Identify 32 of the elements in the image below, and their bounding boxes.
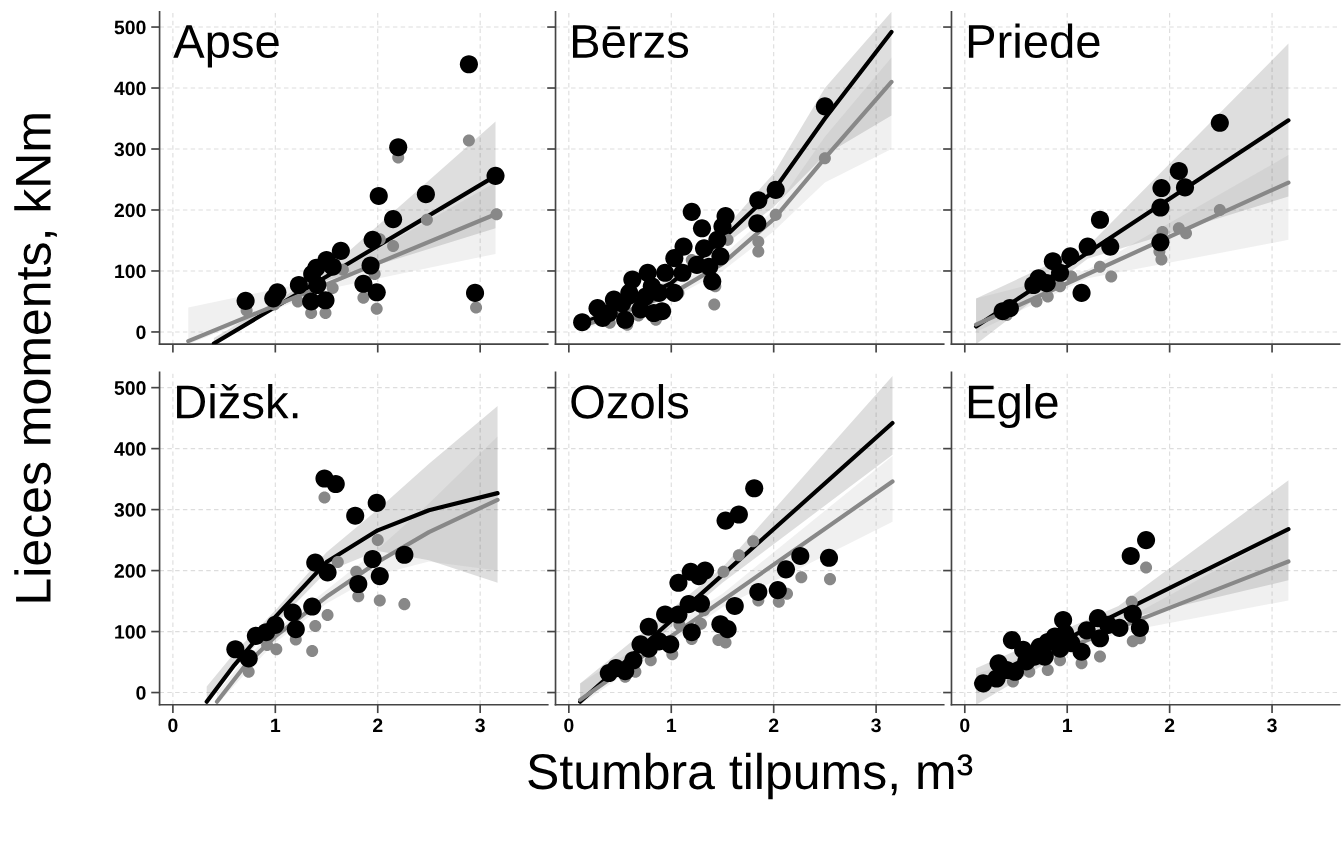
chart-title: Bērzs: [572, 25, 689, 59]
y-tick-label: 100: [115, 264, 146, 279]
chart-title: Egle: [968, 384, 1058, 429]
chart-title: Apse: [173, 25, 279, 68]
x-tick-label: 1: [271, 718, 281, 733]
x-tick-label: 2: [373, 718, 383, 733]
x-tick-label: 3: [1267, 718, 1277, 733]
x-tick-label: 1: [1063, 718, 1073, 733]
x-tick-label: 0: [168, 718, 178, 733]
chart-title: Priede: [968, 23, 1100, 59]
y-tick-label: 400: [114, 442, 146, 456]
x-tick-label: 2: [1164, 718, 1175, 733]
y-tick-label: 100: [115, 625, 146, 639]
y-tick-label: 200: [114, 564, 146, 578]
x-tick-label: 3: [871, 718, 881, 733]
chart-title: Ozols: [571, 384, 689, 419]
chart-title: Dižsk.: [177, 383, 298, 419]
y-tick-label: 300: [114, 503, 146, 517]
x-axis-title: Stumbra tilpums, m³: [528, 752, 973, 800]
x-tick-label: 3: [475, 718, 485, 733]
x-tick-label: 0: [564, 718, 574, 733]
y-tick-label: 0: [136, 325, 146, 340]
y-axis-title: Lieces moments, kNm: [14, 114, 57, 602]
y-tick-label: 500: [114, 20, 146, 35]
y-tick-label: 300: [114, 142, 146, 157]
x-tick-label: 2: [768, 718, 779, 733]
y-tick-label: 500: [114, 381, 146, 395]
y-tick-label: 200: [114, 203, 146, 218]
x-tick-label: 0: [960, 718, 970, 733]
y-tick-label: 0: [136, 686, 146, 700]
x-tick-label: 1: [667, 718, 677, 733]
y-tick-label: 400: [114, 81, 146, 96]
